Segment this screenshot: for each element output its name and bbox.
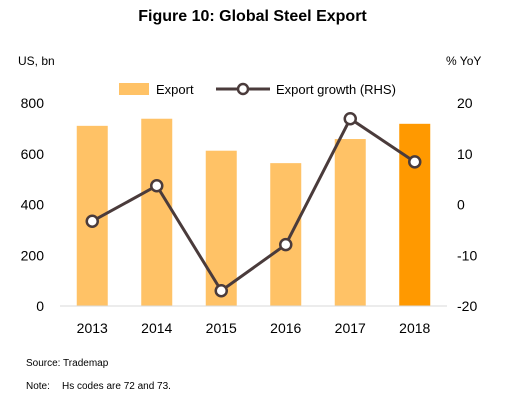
growth-point-2017 <box>343 111 357 126</box>
y-right-tick-label: -20 <box>457 298 477 314</box>
footnote-text: Hs codes are 72 and 73. <box>62 381 171 392</box>
bar-2015 <box>205 150 237 306</box>
bar-2016 <box>270 163 302 306</box>
legend-growth-marker <box>236 82 250 96</box>
y-left-tick-label: 600 <box>21 146 45 162</box>
bar-2018 <box>399 123 431 307</box>
x-tick-label: 2015 <box>206 320 237 336</box>
bar-2017 <box>334 139 366 306</box>
growth-point-2013 <box>85 214 99 228</box>
chart-title: Figure 10: Global Steel Export <box>138 8 367 25</box>
y-right-tick-label: -10 <box>457 247 477 263</box>
legend-export-label: Export <box>156 82 194 97</box>
growth-point-2016 <box>279 237 293 252</box>
growth-point-2018 <box>408 155 422 169</box>
x-tick-label: 2013 <box>77 320 108 336</box>
growth-point-2014 <box>150 178 164 193</box>
y-left-tick-label: 200 <box>21 247 45 263</box>
y-right-tick-label: 0 <box>457 197 465 213</box>
legend-export-swatch <box>119 83 149 95</box>
x-tick-label: 2014 <box>141 320 172 336</box>
x-tick-label: 2017 <box>335 320 366 336</box>
bar-2014 <box>141 118 173 306</box>
y-left-tick-label: 800 <box>21 95 45 111</box>
legend-growth-label: Export growth (RHS) <box>276 82 396 97</box>
footnote-label: Note: <box>26 381 50 392</box>
left-axis-unit: US, bn <box>18 54 55 68</box>
y-left-tick-label: 0 <box>36 298 44 314</box>
right-axis-unit: % YoY <box>446 54 482 68</box>
growth-point-2015 <box>214 284 228 298</box>
y-left-tick-label: 400 <box>21 197 45 213</box>
y-right-tick-label: 10 <box>457 146 473 162</box>
footnote: Note: Hs codes are 72 and 73. <box>26 381 171 392</box>
source-note: Source: Trademap <box>26 358 109 369</box>
x-tick-label: 2016 <box>270 320 301 336</box>
x-tick-label: 2018 <box>399 320 430 336</box>
growth-line <box>91 116 416 293</box>
y-right-tick-label: 20 <box>457 95 473 111</box>
